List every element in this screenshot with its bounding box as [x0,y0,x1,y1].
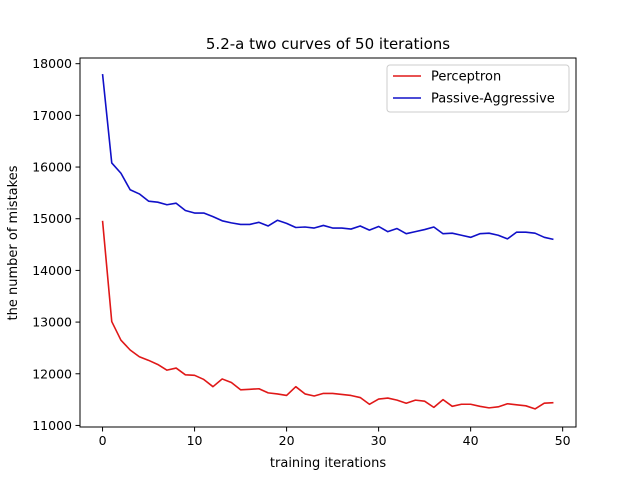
y-tick-label: 12000 [32,366,72,381]
plot-frame [79,57,577,428]
x-axis-label: training iterations [270,456,386,471]
y-tick-label: 11000 [32,418,72,433]
y-tick-label: 18000 [32,56,72,71]
legend: Perceptron Passive-Aggressive [386,64,570,113]
x-tick-label: 40 [463,433,479,448]
y-axis-label: the number of mistakes [6,165,21,320]
x-tick-label: 10 [187,433,203,448]
x-tick-label: 50 [555,433,571,448]
y-tick-label: 13000 [32,315,72,330]
x-tick-label: 30 [371,433,387,448]
y-tick-label: 17000 [32,108,72,123]
chart-title: 5.2-a two curves of 50 iterations [206,35,450,53]
legend-label-0: Perceptron [431,70,501,85]
series-line-1 [101,73,554,241]
legend-label-1: Passive-Aggressive [431,92,555,107]
x-axis: 0 10 20 30 40 50 [99,427,571,448]
series-line-0 [101,220,554,410]
plot-lines [101,73,554,410]
x-tick-label: 0 [99,433,107,448]
y-tick-label: 16000 [32,160,72,175]
y-tick-label: 14000 [32,263,72,278]
x-tick-label: 20 [279,433,295,448]
y-axis: 11000 12000 13000 14000 15000 16000 17000 18000 [32,56,80,433]
legend-box [386,64,570,113]
y-tick-label: 15000 [32,211,72,226]
